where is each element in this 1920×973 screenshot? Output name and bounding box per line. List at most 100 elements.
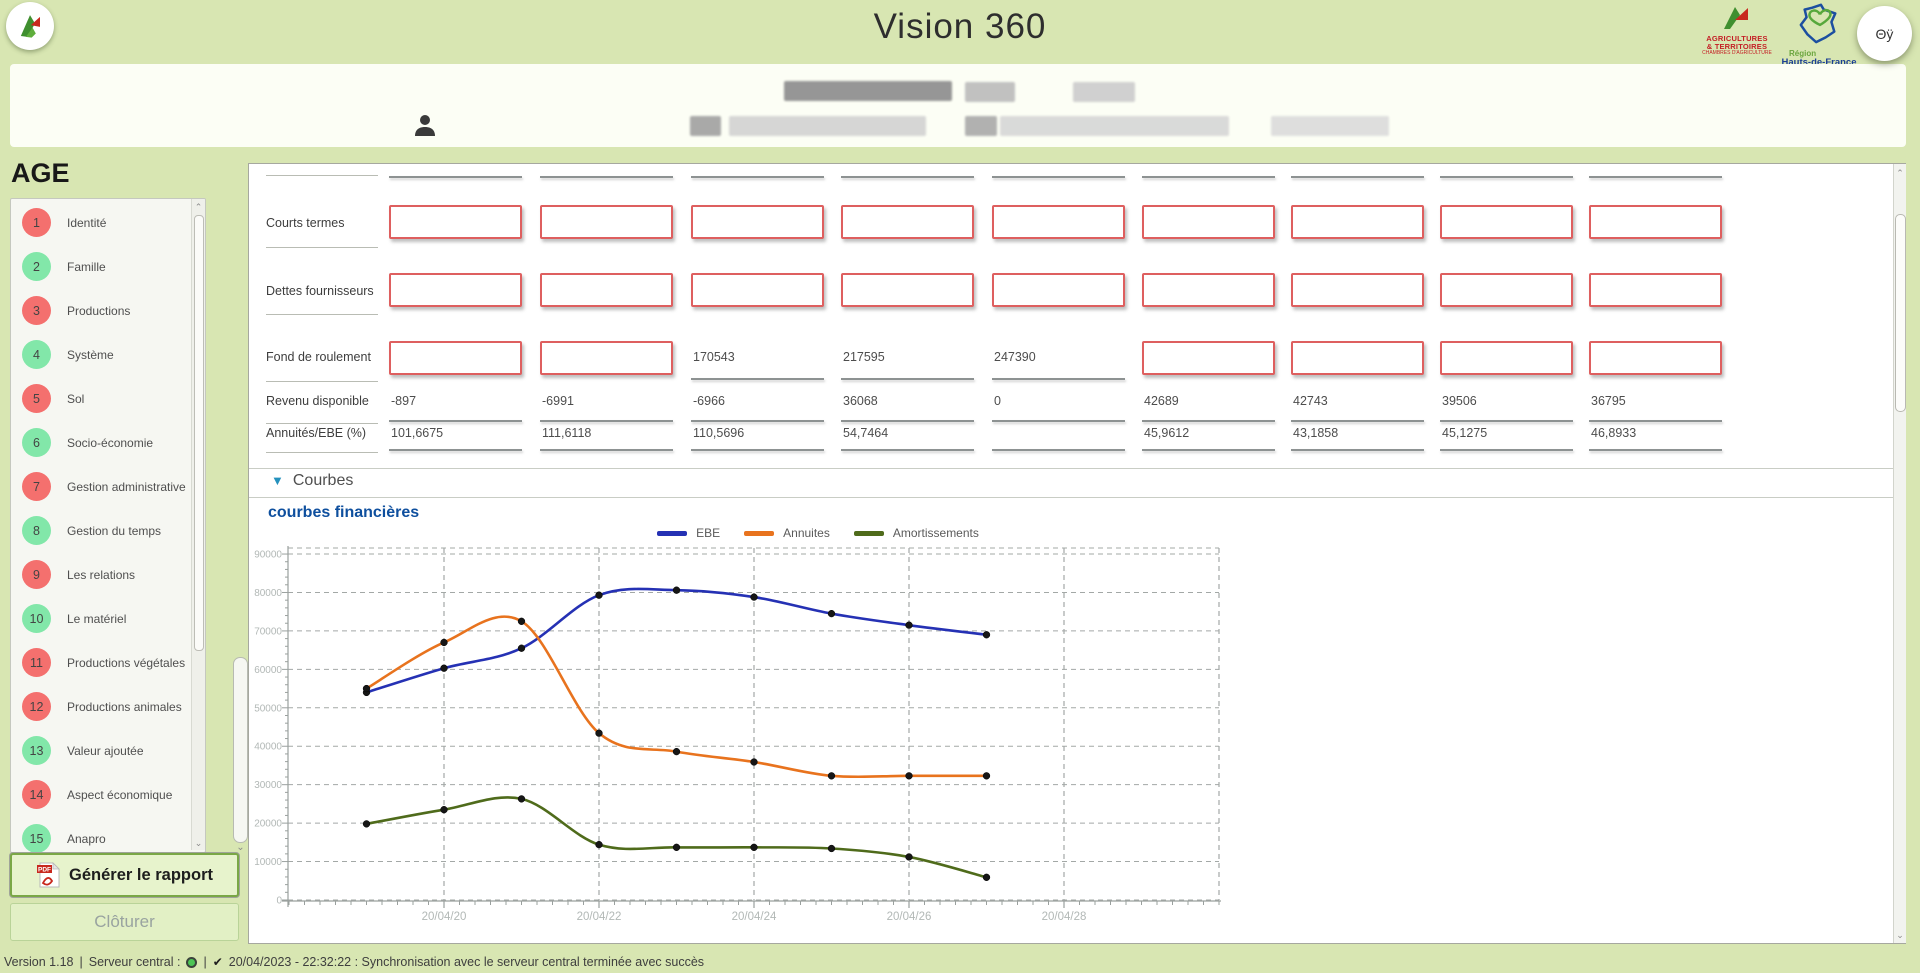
required-input-field[interactable] [1440,273,1573,307]
table-cell-underline [992,420,1125,422]
required-input-field[interactable] [1142,205,1275,239]
svg-text:0: 0 [276,896,282,907]
required-input-field[interactable] [841,273,974,307]
status-badge-green: 13 [22,736,51,765]
required-input-field[interactable] [691,273,824,307]
table-cell-underline [389,176,522,178]
sidebar-item-le-materiel[interactable]: 10 Le matériel [11,597,191,641]
status-badge-green: 6 [22,428,51,457]
required-input-field[interactable] [992,273,1125,307]
legend-item-amortissements: Amortissements [853,526,979,540]
legend-swatch [657,531,688,537]
table-cell-value: -897 [391,394,417,408]
chart-title: courbes financières [268,504,420,521]
sidebar-item-anapro[interactable]: 15 Anapro [11,817,191,852]
sidebar-item-socio-economie[interactable]: 6 Socio-économie [11,421,191,465]
table-cell-value: 42689 [1144,394,1179,408]
status-badge-green: 15 [22,824,51,852]
status-badge-red: 3 [22,296,51,325]
table-cell-underline [1142,420,1275,422]
content-scrollbar[interactable]: ⌃ ⌄ [1893,164,1906,943]
table-cell-value: -6991 [542,394,574,408]
legend-label: EBE [696,526,721,540]
table-cell-value: 46,8933 [1591,426,1637,440]
status-badge-green: 2 [22,252,51,281]
required-input-field[interactable] [389,205,522,239]
sidebar-item-identite[interactable]: 1 Identité [11,201,191,245]
sidebar-item-productions[interactable]: 3 Productions [11,289,191,333]
sidebar-item-systeme[interactable]: 4 Système [11,333,191,377]
svg-text:20/04/20: 20/04/20 [422,911,467,923]
splitter-collapse-icon[interactable]: ⌄ [236,842,245,853]
required-input-field[interactable] [1589,341,1722,375]
row-label-underline [266,381,378,382]
sidebar-item-gestion-administrative[interactable]: 7 Gestion administrative [11,465,191,509]
sidebar-item-aspect-economique[interactable]: 14 Aspect économique [11,773,191,817]
scroll-up-icon[interactable]: ⌃ [1896,168,1904,178]
scroll-up-icon[interactable]: ⌃ [194,202,203,212]
required-input-field[interactable] [1142,341,1275,375]
scroll-down-icon[interactable]: ⌄ [1896,930,1904,940]
collapse-triangle-icon[interactable]: ▼ [271,473,284,488]
required-input-field[interactable] [1142,273,1275,307]
required-input-field[interactable] [1291,341,1424,375]
required-input-field[interactable] [1291,205,1424,239]
required-input-field[interactable] [540,341,673,375]
user-avatar[interactable]: Θÿ [1857,6,1912,61]
sidebar-item-les-relations[interactable]: 9 Les relations [11,553,191,597]
sidebar-item-label: Socio-économie [67,436,154,450]
server-label: Serveur central : [88,955,181,969]
table-cell-value: 54,7464 [843,426,889,440]
sidebar-item-gestion-du-temps[interactable]: 8 Gestion du temps [11,509,191,553]
svg-text:40000: 40000 [254,742,282,753]
server-status-icon [186,956,198,968]
close-button[interactable]: Clôturer [10,903,239,941]
svg-text:50000: 50000 [254,703,282,714]
redacted-text [1271,116,1389,136]
person-icon [415,115,435,136]
row-label-underline [266,247,378,248]
status-badge-red: 1 [22,208,51,237]
required-input-field[interactable] [1440,205,1573,239]
scrollbar-thumb[interactable] [194,215,204,651]
required-input-field[interactable] [691,205,824,239]
required-input-field[interactable] [540,273,673,307]
table-cell-value: 217595 [843,350,885,364]
version-label: Version 1.18 [4,955,74,969]
legend-item-ebe: EBE [657,526,720,540]
required-input-field[interactable] [540,205,673,239]
table-cell-value: 111,6118 [542,426,592,440]
pane-splitter[interactable]: ⌄ [233,657,248,853]
required-input-field[interactable] [841,205,974,239]
sidebar-item-sol[interactable]: 5 Sol [11,377,191,421]
required-input-field[interactable] [1291,273,1424,307]
required-input-field[interactable] [1440,341,1573,375]
table-cell-value: 45,1275 [1442,426,1488,440]
row-label-underline [266,452,378,453]
status-badge-red: 9 [22,560,51,589]
sidebar-item-famille[interactable]: 2 Famille [11,245,191,289]
table-cell-value: 45,9612 [1144,426,1190,440]
required-input-field[interactable] [1589,273,1722,307]
table-cell-value: 42743 [1293,394,1328,408]
context-bar [10,64,1906,147]
sidebar-scrollbar[interactable]: ⌃ ⌄ [191,199,205,850]
required-input-field[interactable] [1589,205,1722,239]
row-label-annuites-ebe: Annuités/EBE (%) [266,426,367,440]
status-badge-red: 7 [22,472,51,501]
row-label-revenu-disponible: Revenu disponible [266,394,369,408]
scroll-down-icon[interactable]: ⌄ [194,838,203,848]
row-label-fond-de-roulement: Fond de roulement [266,350,371,364]
sidebar-item-label: Famille [67,260,106,274]
required-input-field[interactable] [389,341,522,375]
app-logo[interactable] [6,2,54,50]
generate-report-button[interactable]: PDF Générer le rapport [10,853,239,897]
sidebar-item-productions-vegetales[interactable]: 11 Productions végétales [11,641,191,685]
required-input-field[interactable] [992,205,1125,239]
scrollbar-thumb[interactable] [1895,214,1906,412]
required-input-field[interactable] [389,273,522,307]
status-badge-green: 10 [22,604,51,633]
sidebar-item-productions-animales[interactable]: 12 Productions animales [11,685,191,729]
sidebar-item-valeur-ajoutee[interactable]: 13 Valeur ajoutée [11,729,191,773]
redacted-text [1000,116,1229,136]
